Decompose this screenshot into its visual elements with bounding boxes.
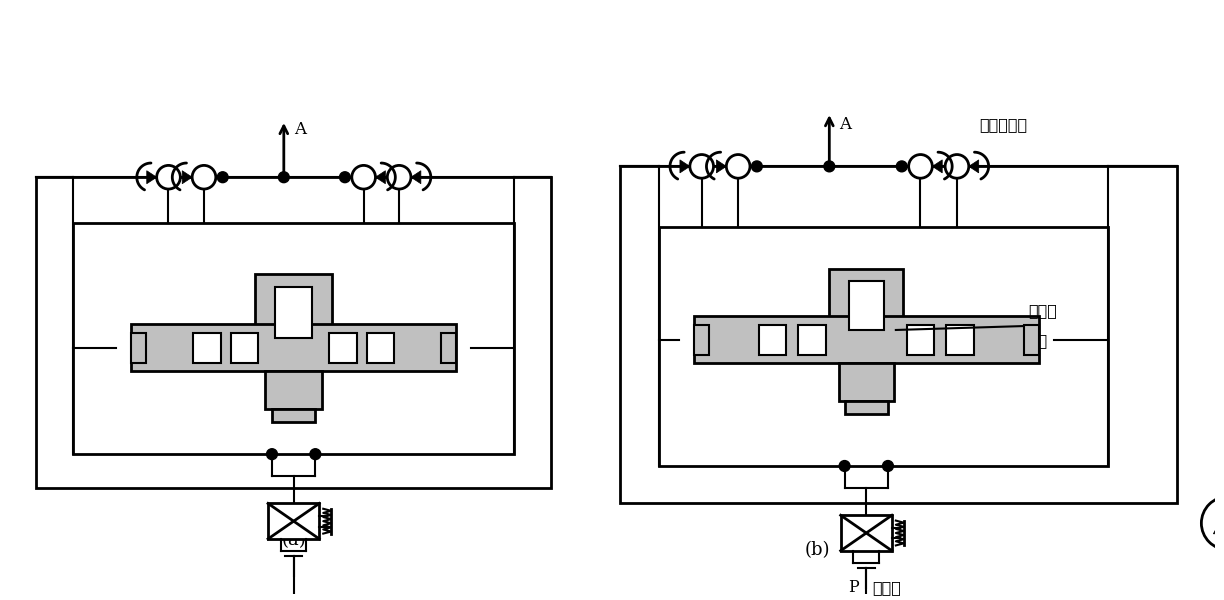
Text: 被加压流体: 被加压流体 — [979, 118, 1028, 133]
Bar — [272, 409, 316, 422]
Circle shape — [339, 172, 350, 182]
Circle shape — [351, 166, 376, 189]
Bar — [37, 177, 551, 488]
Bar — [268, 503, 319, 539]
Circle shape — [883, 461, 894, 472]
Circle shape — [267, 449, 278, 460]
Bar — [848, 281, 884, 330]
Circle shape — [840, 461, 849, 472]
Text: A: A — [840, 116, 851, 133]
Text: A: A — [294, 121, 306, 139]
Bar — [131, 333, 146, 362]
Bar — [329, 333, 356, 362]
Circle shape — [1202, 497, 1224, 550]
Bar — [442, 333, 457, 362]
Bar — [907, 325, 934, 355]
Bar — [73, 223, 514, 454]
Polygon shape — [679, 160, 690, 173]
Circle shape — [908, 155, 933, 178]
Bar — [694, 316, 1039, 364]
Circle shape — [896, 161, 907, 172]
Circle shape — [278, 172, 289, 182]
Polygon shape — [182, 171, 192, 184]
Polygon shape — [933, 160, 942, 173]
Circle shape — [690, 155, 714, 178]
Text: 被加压: 被加压 — [1028, 303, 1056, 318]
Bar — [230, 333, 258, 362]
Bar — [759, 325, 787, 355]
Bar — [131, 324, 457, 371]
Circle shape — [752, 161, 763, 172]
Circle shape — [824, 161, 835, 172]
Bar — [275, 287, 312, 338]
Bar — [841, 515, 892, 551]
Polygon shape — [716, 160, 726, 173]
Circle shape — [726, 155, 750, 178]
Bar — [660, 227, 1108, 466]
Circle shape — [157, 166, 180, 189]
Bar — [830, 269, 903, 340]
Bar — [193, 333, 220, 362]
Bar — [1024, 325, 1039, 355]
Text: 液压油: 液压油 — [873, 580, 901, 595]
Bar — [619, 166, 1176, 503]
Polygon shape — [147, 171, 157, 184]
Circle shape — [1223, 161, 1224, 172]
Circle shape — [387, 166, 411, 189]
Circle shape — [192, 166, 215, 189]
Bar — [266, 371, 322, 409]
Text: 流体: 流体 — [1028, 333, 1048, 348]
Bar — [946, 325, 974, 355]
Bar — [838, 364, 894, 401]
Polygon shape — [376, 171, 386, 184]
Circle shape — [945, 155, 968, 178]
Text: P: P — [848, 579, 859, 596]
Circle shape — [218, 172, 228, 182]
Bar — [845, 401, 887, 414]
Polygon shape — [1213, 507, 1224, 534]
Text: (a): (a) — [282, 531, 306, 549]
Bar — [798, 325, 826, 355]
Polygon shape — [968, 160, 979, 173]
Bar — [367, 333, 394, 362]
Bar — [256, 274, 332, 348]
Bar — [694, 325, 709, 355]
Text: (b): (b) — [804, 541, 830, 559]
Polygon shape — [411, 171, 421, 184]
Circle shape — [310, 449, 321, 460]
